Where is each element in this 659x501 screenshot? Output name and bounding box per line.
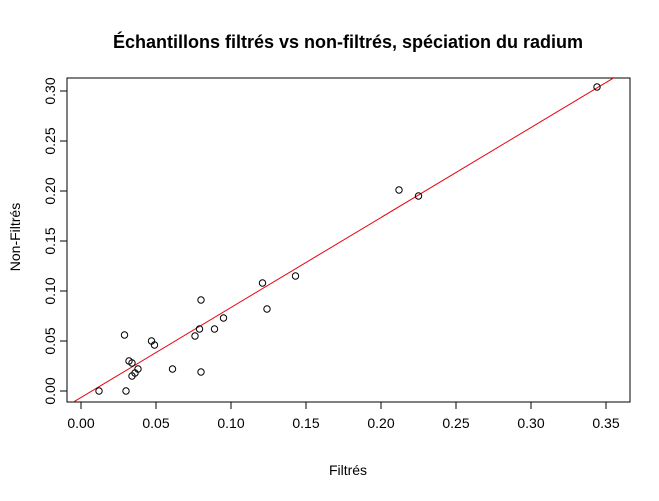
x-tick-label: 0.30 xyxy=(517,415,544,431)
data-point xyxy=(197,368,205,376)
data-point xyxy=(263,305,271,313)
data-point xyxy=(150,341,159,349)
y-axis-label: Non-Filtrés xyxy=(7,203,23,271)
y-tick-label: 0.15 xyxy=(42,227,58,254)
y-tick-label: 0.30 xyxy=(42,77,58,104)
y-tick-label: 0.00 xyxy=(42,377,58,404)
data-point xyxy=(134,365,142,373)
data-point xyxy=(197,296,205,304)
data-point xyxy=(128,359,136,367)
data-point xyxy=(291,272,300,280)
y-tick-label: 0.10 xyxy=(42,277,58,304)
data-point xyxy=(120,331,129,339)
x-tick-label: 0.05 xyxy=(142,415,169,431)
data-point xyxy=(122,387,130,395)
x-axis-label: Filtrés xyxy=(329,462,367,478)
data-point xyxy=(210,325,219,333)
chart-title: Échantillons filtrés vs non-filtrés, spé… xyxy=(113,31,583,52)
data-point xyxy=(395,186,403,194)
plot-frame xyxy=(66,77,631,403)
data-point xyxy=(414,192,423,200)
data-point xyxy=(95,387,103,395)
plot-area: 0.00 0.05 0.10 0.15 0.20 0.25 0.30 0.35 0.00 0.05… xyxy=(42,77,631,431)
data-point xyxy=(258,279,267,287)
data-point xyxy=(219,314,228,322)
x-tick-label: 0.10 xyxy=(217,415,244,431)
y-tick-label: 0.05 xyxy=(42,327,58,354)
data-point xyxy=(168,365,177,373)
y-tick-label: 0.25 xyxy=(42,127,58,154)
data-point xyxy=(593,83,601,91)
x-tick-label: 0.35 xyxy=(592,415,619,431)
x-tick-label: 0.20 xyxy=(367,415,394,431)
x-tick-label: 0.25 xyxy=(442,415,469,431)
x-tick-label: 0.15 xyxy=(292,415,319,431)
data-point xyxy=(195,325,204,333)
fit-line xyxy=(72,78,615,402)
data-point xyxy=(191,332,199,340)
x-tick-label: 0.00 xyxy=(67,415,94,431)
y-tick-label: 0.20 xyxy=(42,177,58,204)
